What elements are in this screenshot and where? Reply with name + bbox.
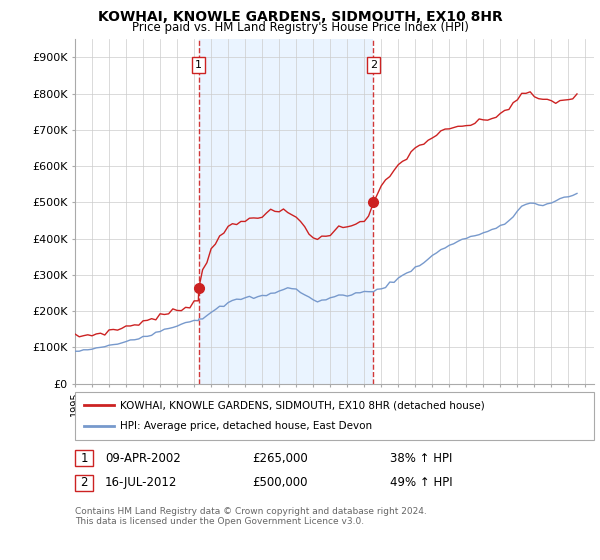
Text: 49% ↑ HPI: 49% ↑ HPI xyxy=(390,476,452,489)
Bar xyxy=(199,39,373,384)
Text: 38% ↑ HPI: 38% ↑ HPI xyxy=(390,451,452,465)
Text: 16-JUL-2012: 16-JUL-2012 xyxy=(105,476,178,489)
Text: 2: 2 xyxy=(80,476,88,489)
Text: KOWHAI, KNOWLE GARDENS, SIDMOUTH, EX10 8HR (detached house): KOWHAI, KNOWLE GARDENS, SIDMOUTH, EX10 8… xyxy=(120,400,485,410)
Text: 1: 1 xyxy=(80,451,88,465)
Text: 2: 2 xyxy=(370,60,377,70)
Text: Contains HM Land Registry data © Crown copyright and database right 2024.
This d: Contains HM Land Registry data © Crown c… xyxy=(75,507,427,526)
Text: HPI: Average price, detached house, East Devon: HPI: Average price, detached house, East… xyxy=(120,421,372,431)
Text: 09-APR-2002: 09-APR-2002 xyxy=(105,451,181,465)
Text: £500,000: £500,000 xyxy=(252,476,308,489)
Text: KOWHAI, KNOWLE GARDENS, SIDMOUTH, EX10 8HR: KOWHAI, KNOWLE GARDENS, SIDMOUTH, EX10 8… xyxy=(98,10,502,24)
Text: £265,000: £265,000 xyxy=(252,451,308,465)
Text: Price paid vs. HM Land Registry's House Price Index (HPI): Price paid vs. HM Land Registry's House … xyxy=(131,21,469,34)
Text: 1: 1 xyxy=(195,60,202,70)
